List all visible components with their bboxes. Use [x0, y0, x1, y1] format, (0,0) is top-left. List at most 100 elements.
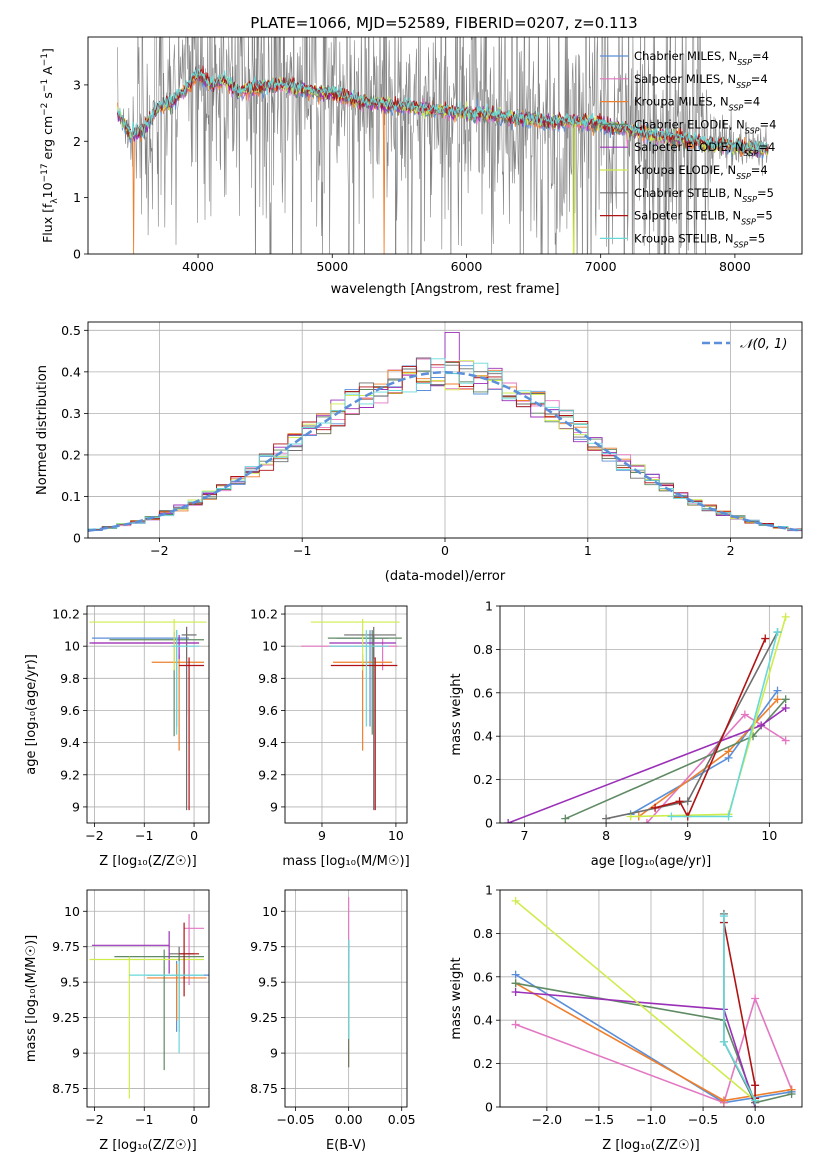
axes-frame — [284, 605, 408, 824]
x-tick-label: 10 — [388, 828, 404, 843]
series-marker — [781, 695, 790, 704]
series-marker — [561, 814, 570, 823]
errorbar-chabrier-elodie — [327, 630, 402, 735]
panel-age_vs_mass: 9 10 9 9.2 9.4 9.6 9.8 10 10.2 mass [log₁₀(M/M☉)] — [250, 605, 410, 869]
y-tick-label: 1 — [485, 883, 493, 898]
y-tick-label: 10 — [64, 904, 80, 919]
series-chabrier-elodie — [561, 695, 790, 823]
x-axis-label: Z [log₁₀(Z/Z☉)] — [602, 1138, 699, 1153]
y-tick-label: 8.75 — [250, 1081, 278, 1096]
y-tick-label: 9.4 — [258, 735, 278, 750]
y-tick-label: 0 — [73, 531, 81, 546]
y-tick-label: 0.2 — [473, 772, 493, 787]
axes-frame — [499, 605, 803, 824]
errorbar-kroupa-stelib — [329, 630, 389, 727]
y-tick-label: 9.8 — [258, 671, 278, 686]
y-tick-label: 9 — [270, 799, 278, 814]
series-marker — [781, 736, 790, 745]
series-line — [515, 900, 756, 1102]
x-tick-label: 0 — [190, 828, 198, 843]
legend: Chabrier MILES, NSSP=4 Salpeter MILES, NS… — [600, 49, 776, 249]
legend-label: Salpeter MILES, NSSP=4 — [634, 72, 768, 90]
series-marker — [724, 747, 733, 756]
y-tick-label: 0.2 — [61, 447, 81, 462]
series-marker — [761, 634, 770, 643]
y-tick-label: 0 — [485, 816, 493, 831]
x-tick-label: −1 — [135, 1112, 153, 1127]
series-line — [723, 913, 756, 1104]
y-tick-label: 2 — [73, 134, 81, 149]
y-tick-label: 9 — [72, 799, 80, 814]
series-marker — [683, 797, 692, 806]
plot-area-weight_vs_age — [504, 612, 790, 823]
gaussian-curve — [88, 371, 802, 532]
histogram-kroupa-stelib — [88, 358, 802, 531]
series-marker — [719, 1096, 728, 1105]
series-marker — [511, 896, 520, 905]
series-line — [646, 713, 787, 823]
y-tick-label: 9.5 — [258, 975, 278, 990]
y-tick-label: 0.4 — [473, 729, 493, 744]
y-tick-label: 9.25 — [52, 1010, 80, 1025]
series-marker — [651, 803, 660, 812]
y-tick-label: 0.8 — [473, 926, 493, 941]
plot-area-mass_vs_Z — [89, 914, 209, 1099]
errorbar-chabrier-stelib — [344, 626, 396, 811]
series-marker — [642, 819, 651, 823]
x-tick-label: 5000 — [316, 259, 348, 274]
series-salpeter-elodie — [511, 987, 760, 1107]
x-tick-label: −1 — [135, 828, 153, 843]
y-tick-label: 9.5 — [60, 975, 80, 990]
x-axis-label: Z [log₁₀(Z/Z☉)] — [99, 854, 196, 869]
errorbar-chabrier-elodie — [114, 949, 205, 1071]
y-tick-label: 0.4 — [473, 1013, 493, 1028]
panel-mass_vs_Z: −2 −1 0 8.75 9 9.25 9.5 9.75 10 Z [log₁₀(Z/Z☉)] ma… — [24, 889, 210, 1153]
axes-frame — [284, 889, 408, 1108]
observed-spectrum — [117, 37, 769, 254]
series-salpeter-miles — [642, 710, 790, 823]
y-tick-label: 9.25 — [250, 1010, 278, 1025]
series-marker — [751, 994, 760, 1003]
y-tick-label: 1 — [73, 190, 81, 205]
x-axis-label: age [log₁₀(age/yr)] — [591, 854, 712, 869]
series-salpeter-stelib — [719, 918, 760, 1103]
axes-frame — [87, 321, 803, 539]
series-kroupa-stelib — [719, 912, 760, 1105]
series-marker — [602, 814, 611, 823]
panel-weight_vs_Z: −2.0 −1.5 −1.0 −0.5 0.0 0 0.2 0.4 0.6 0.8 1 Z [log₁… — [449, 883, 803, 1153]
errorbar-kroupa-elodie — [89, 956, 205, 1099]
errorbar-kroupa-stelib — [171, 630, 200, 735]
series-marker — [719, 912, 728, 921]
legend-label: 𝒩(0, 1) — [740, 337, 787, 352]
series-marker — [504, 819, 513, 823]
panel-residuals: −2 −1 0 1 2 0 0.1 0.2 0.3 0.4 0.5 (data-model)/erro… — [35, 321, 803, 584]
x-tick-label: −1.5 — [584, 1112, 614, 1127]
y-tick-label: 9.6 — [258, 703, 278, 718]
y-tick-label: 1 — [485, 599, 493, 614]
series-line — [630, 690, 779, 815]
series-marker — [511, 987, 520, 996]
y-axis-label: Normed distribution — [35, 365, 50, 495]
y-tick-label: 8.75 — [52, 1081, 80, 1096]
series-marker — [724, 812, 733, 821]
errorbar-kroupa-elodie — [89, 618, 207, 671]
x-axis-label: (data-model)/error — [385, 569, 506, 584]
x-tick-label: −0.5 — [688, 1112, 718, 1127]
x-tick-label: 0.00 — [335, 1112, 363, 1127]
legend-label: Salpeter STELIB, NSSP=5 — [634, 209, 773, 227]
x-tick-label: 0 — [441, 543, 449, 558]
y-tick-label: 9.6 — [60, 703, 80, 718]
errorbar-salpeter-stelib — [330, 657, 398, 811]
x-tick-label: 9 — [684, 828, 692, 843]
y-tick-label: 9.75 — [250, 939, 278, 954]
y-tick-label: 3 — [73, 77, 81, 92]
errorbar-chabrier-miles — [146, 960, 209, 1032]
y-tick-label: 9.8 — [60, 671, 80, 686]
x-tick-label: 4000 — [182, 259, 214, 274]
series-marker — [751, 1081, 760, 1090]
y-tick-label: 10 — [262, 639, 278, 654]
series-marker — [751, 1096, 760, 1105]
plot-area-weight_vs_Z — [511, 896, 796, 1107]
y-tick-label: 9.4 — [60, 735, 80, 750]
